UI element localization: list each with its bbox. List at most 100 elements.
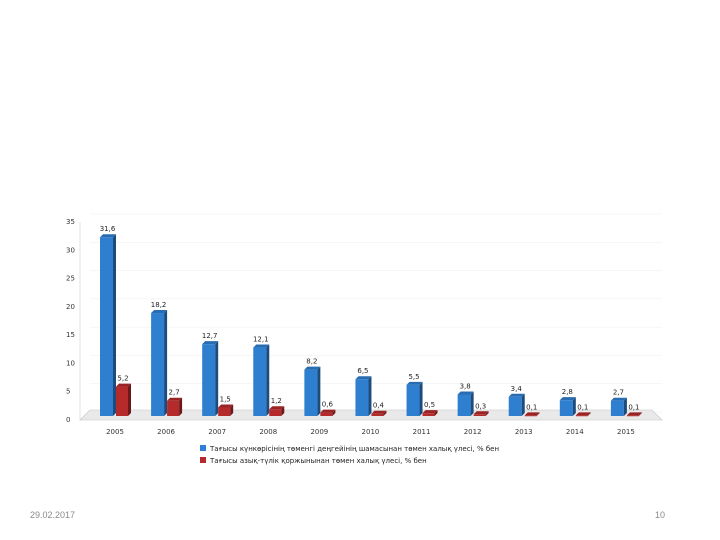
bar-series2-2014-face [575,415,588,417]
bar-series2-2014 [575,412,591,417]
bar-series1-2015-label: 2,7 [613,389,624,397]
bar-series1-2009-top [304,366,321,370]
bar-series2-2006-face [167,400,180,416]
bar-series2-2013-face [524,415,537,417]
y-tick-label: 15 [66,331,75,339]
bar-series2-2005-label: 5,2 [117,375,128,383]
bar-series2-2005-top [116,383,131,387]
chart-legend: Тағысы күнкөрісінің төменгі деңгейінің ш… [200,445,499,465]
bar-series2-2010 [371,410,387,416]
bar-series1-2014-label: 2,8 [562,388,573,396]
bar-series2-2012-top [473,411,489,415]
slide-date: 29.02.2017 [30,510,76,520]
legend-label: Тағысы азық-түлік қоржынынан төмен халық… [209,457,427,465]
bar-series2-2013 [524,412,540,417]
x-tick-label: 2015 [617,428,635,436]
bar-series1-2008-top [253,344,270,348]
x-tick-label: 2007 [208,428,226,436]
bar-series2-2015-top [626,412,642,416]
bar-series2-2012-side [485,411,489,416]
bar-series2-2013-top [524,412,540,416]
bar-series1-2008-face [253,347,267,416]
bar-series1-2013 [508,393,525,416]
bar-series2-2009-label: 0,6 [322,401,334,409]
bar-series1-2012-top [457,391,474,395]
bar-series2-2008-side [281,406,285,416]
bar-series2-2010-label: 0,4 [373,402,385,410]
bar-series2-2010-side [383,410,387,416]
y-tick-label: 30 [66,246,75,254]
y-tick-label: 25 [66,275,75,283]
bar-series1-2005-label: 31,6 [100,225,116,233]
bar-series1-2007-top [202,341,219,345]
bar-series1-2005-side [113,234,116,416]
bar-series1-2014-face [559,400,573,416]
x-tick-label: 2014 [566,428,584,436]
y-tick-label: 0 [66,416,70,424]
bar-series1-2010-side [368,376,372,416]
bar-series2-2006-top [167,397,183,401]
bar-series1-2007 [202,341,219,416]
bar-series1-2006-side [164,310,168,416]
x-tick-label: 2013 [515,428,533,436]
bar-series1-2007-side [215,341,219,416]
bar-series2-2011-face [422,413,435,416]
bar-series2-2005 [116,383,131,416]
x-tick-label: 2009 [310,428,328,436]
x-tick-label: 2006 [157,428,175,436]
bar-series1-2013-top [508,393,525,397]
bar-series2-2013-side [536,412,540,416]
bar-series1-2007-face [202,344,216,416]
bar-series1-2011-side [419,381,423,416]
bar-series2-2015-label: 0,1 [628,403,639,411]
bar-series1-2011-top [406,381,423,385]
bar-series2-2005-face [116,386,128,416]
bar-series1-2013-side [521,393,525,416]
bar-series1-2013-label: 3,4 [511,385,523,393]
bar-series1-2006 [151,310,168,416]
bar-series2-2013-label: 0,1 [526,403,537,411]
bar-series2-2009-side [332,409,336,416]
bar-series1-2005-top [100,234,116,238]
bar-series2-2007-top [218,404,234,408]
bar-series2-2009-face [320,412,333,416]
bar-series2-2012-label: 0,3 [475,402,486,410]
bar-series1-2015-side [623,397,627,416]
bar-series1-2010-face [355,379,369,416]
bar-series2-2015-face [626,415,639,417]
bar-series2-2008-top [269,406,285,410]
chart-bars: 31,6 5,2 18,2 2,7 12,7 1,5 12,1 1,2 8,2 0,6 6,5 0,4… [100,225,642,417]
bar-series1-2006-top [151,310,168,314]
bar-series1-2011 [406,381,423,416]
bar-series2-2008-face [269,409,282,416]
bar-series1-2009-label: 8,2 [306,358,317,366]
bar-series1-2008-label: 12,1 [253,336,269,344]
legend-label: Тағысы күнкөрісінің төменгі деңгейінің ш… [209,445,499,453]
bar-series1-2013-face [508,396,522,416]
y-axis-ticks: 0 5 10 15 20 25 30 35 [66,218,81,424]
bar-series2-2007-face [218,407,231,416]
bar-series1-2011-label: 5,5 [408,373,419,381]
bar-series1-2009-face [304,369,318,416]
bar-series2-2011-side [434,410,438,416]
x-tick-label: 2011 [413,428,431,436]
bar-series1-2007-label: 12,7 [202,332,218,340]
bar-series1-2006-label: 18,2 [151,301,167,309]
bar-series2-2009 [320,409,336,416]
bar-series1-2012-side [470,391,474,416]
legend-swatch [200,445,206,451]
bar-series1-2010-label: 6,5 [357,367,368,375]
bar-series1-2010-top [355,376,372,380]
bar-series1-2012 [457,391,474,416]
bar-series1-2009 [304,366,321,416]
y-tick-label: 20 [66,303,75,311]
bar-series2-2007-side [230,404,234,416]
bar-series2-2014-label: 0,1 [577,403,588,411]
x-tick-label: 2012 [464,428,482,436]
bar-series1-2008-side [266,344,270,416]
bar-series1-2006-face [151,313,165,416]
bar-series1-2015-face [610,400,624,416]
bar-series2-2006-label: 2,7 [169,389,180,397]
x-tick-label: 2010 [362,428,380,436]
bar-series2-2015 [626,412,642,417]
